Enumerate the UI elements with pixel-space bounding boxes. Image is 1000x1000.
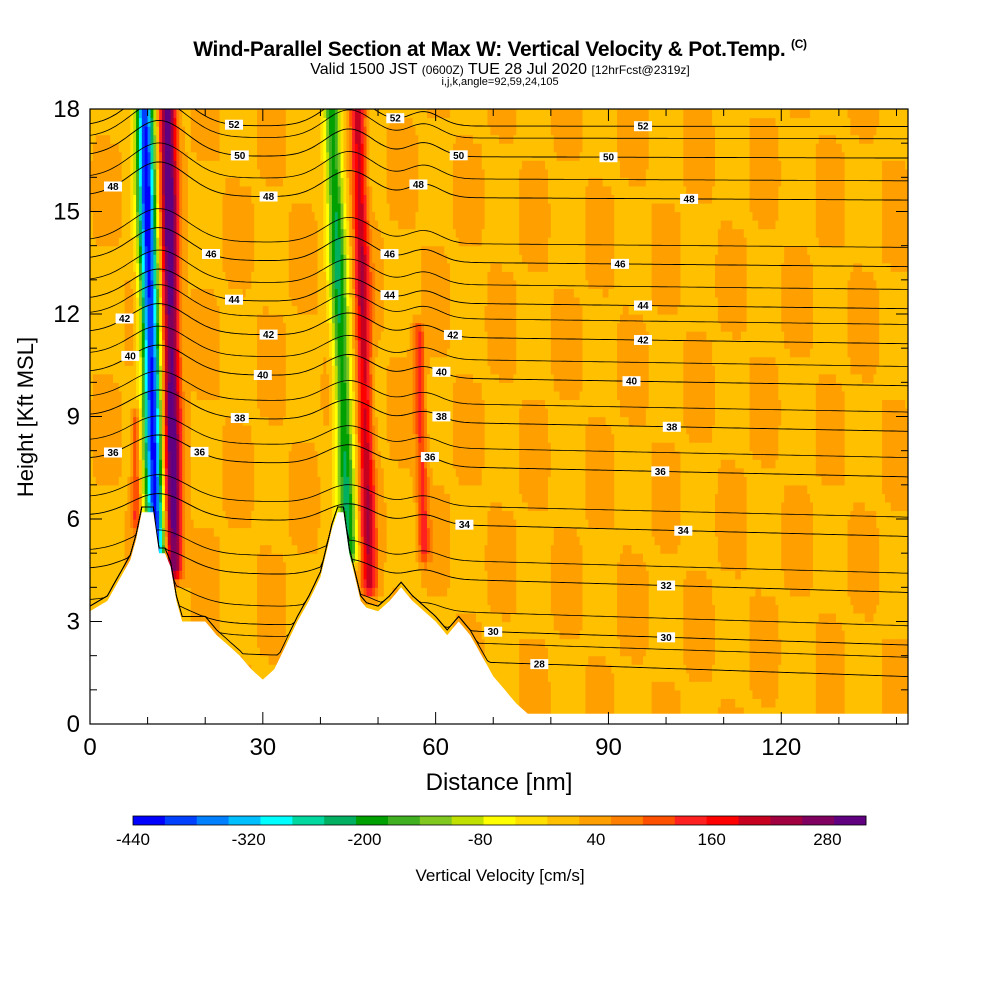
cross-section-chart: 28303032343436 36 363638 38384040 40404242 42… bbox=[0, 0, 1000, 1000]
